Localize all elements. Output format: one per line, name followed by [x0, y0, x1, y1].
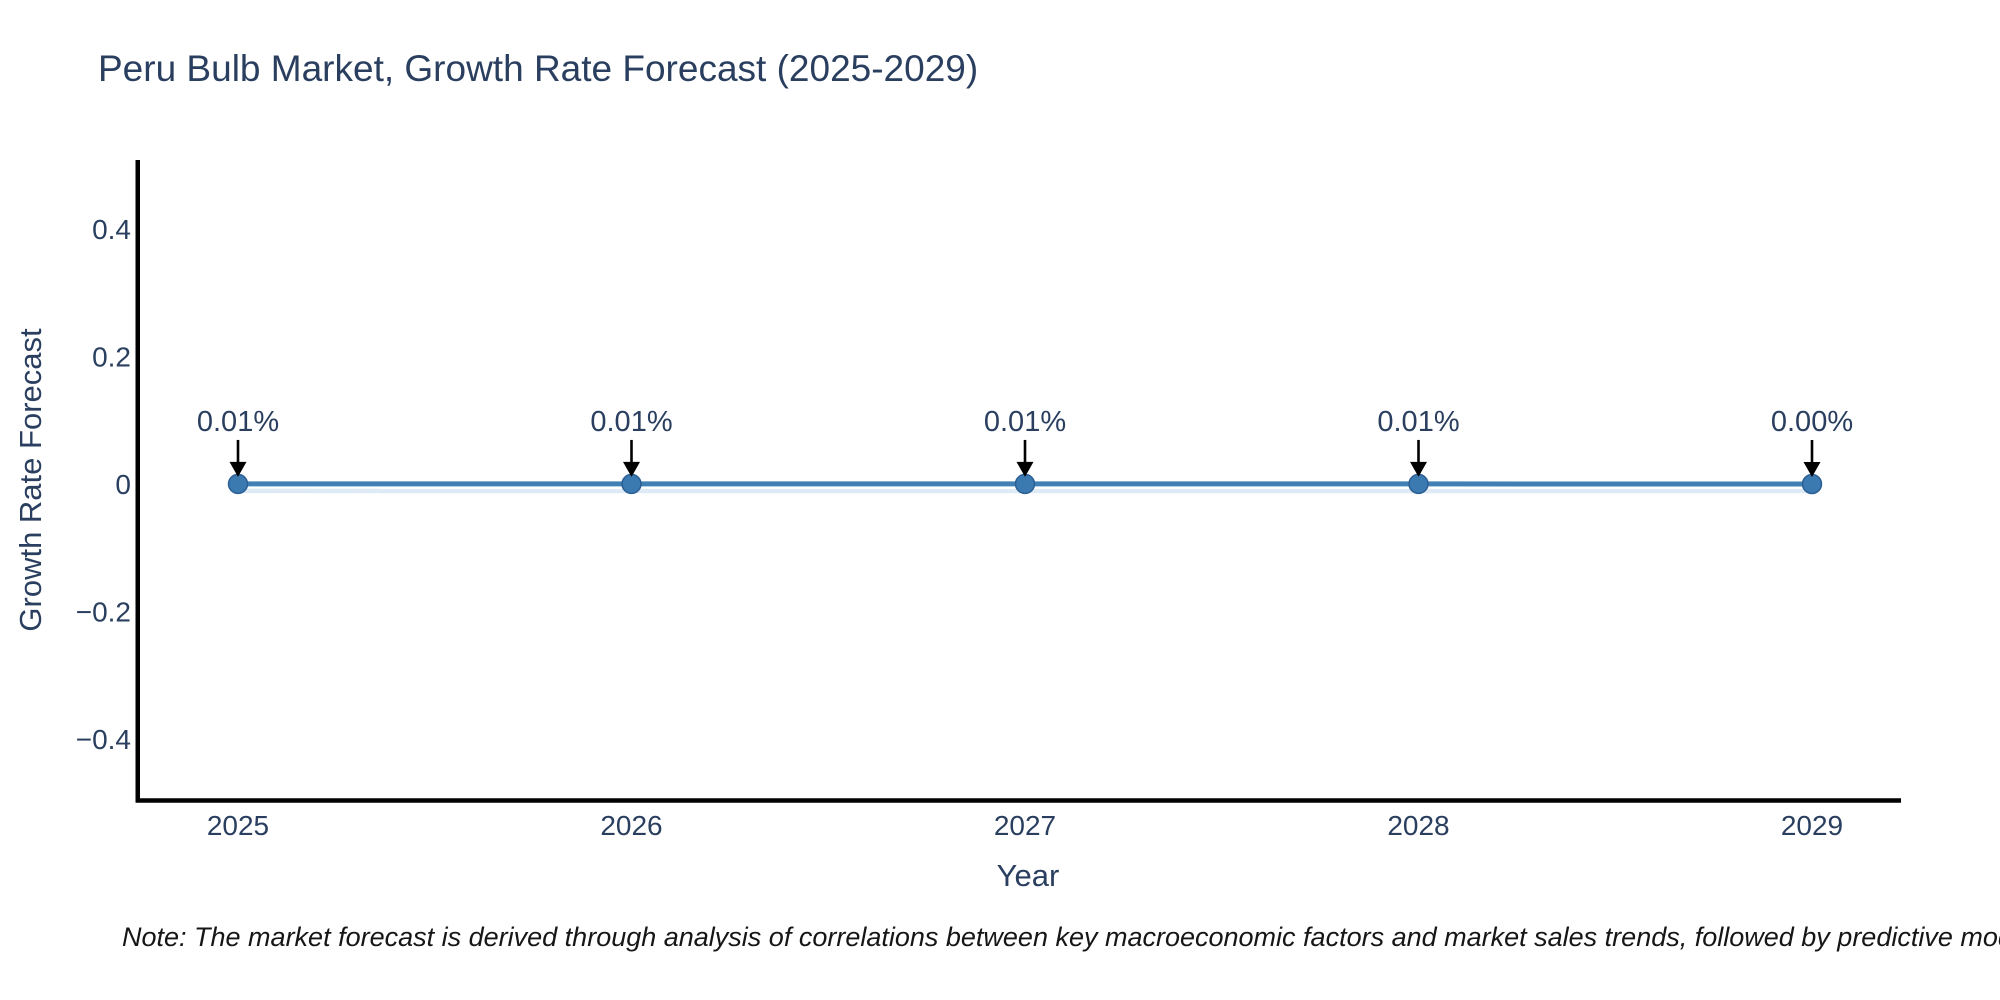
annotation-label: 0.00% — [1771, 406, 1853, 438]
footnote: Note: The market forecast is derived thr… — [122, 922, 2000, 952]
y-tick-label: 0 — [115, 469, 131, 500]
x-axis-title: Year — [996, 858, 1060, 893]
x-tick-label: 2025 — [207, 810, 269, 841]
x-tick-label: 2027 — [994, 810, 1056, 841]
annotation-arrowhead-icon — [623, 461, 640, 477]
x-tick-label: 2028 — [1387, 810, 1449, 841]
annotation-arrowhead-icon — [1410, 461, 1427, 477]
x-tick-label: 2029 — [1781, 810, 1843, 841]
data-point-marker — [1014, 473, 1036, 495]
x-tick-label: 2026 — [600, 810, 662, 841]
chart-title: Peru Bulb Market, Growth Rate Forecast (… — [98, 48, 979, 89]
annotation-label: 0.01% — [984, 406, 1066, 438]
annotation-label: 0.01% — [197, 406, 279, 438]
annotation-arrowhead-icon — [229, 461, 247, 477]
annotation-arrowhead-icon — [1803, 462, 1821, 477]
annotation-arrowhead-icon — [1016, 461, 1034, 477]
data-point-marker — [1801, 473, 1823, 495]
y-tick-label: −0.2 — [76, 597, 131, 628]
y-tick-label: 0.2 — [92, 342, 131, 373]
data-point-marker — [621, 473, 642, 495]
y-tick-label: −0.4 — [76, 724, 131, 755]
data-point-marker — [227, 473, 249, 495]
annotation-label: 0.01% — [1377, 406, 1459, 438]
annotation-label: 0.01% — [590, 406, 672, 438]
data-point-marker — [1408, 473, 1429, 495]
y-tick-label: 0.4 — [92, 214, 131, 245]
